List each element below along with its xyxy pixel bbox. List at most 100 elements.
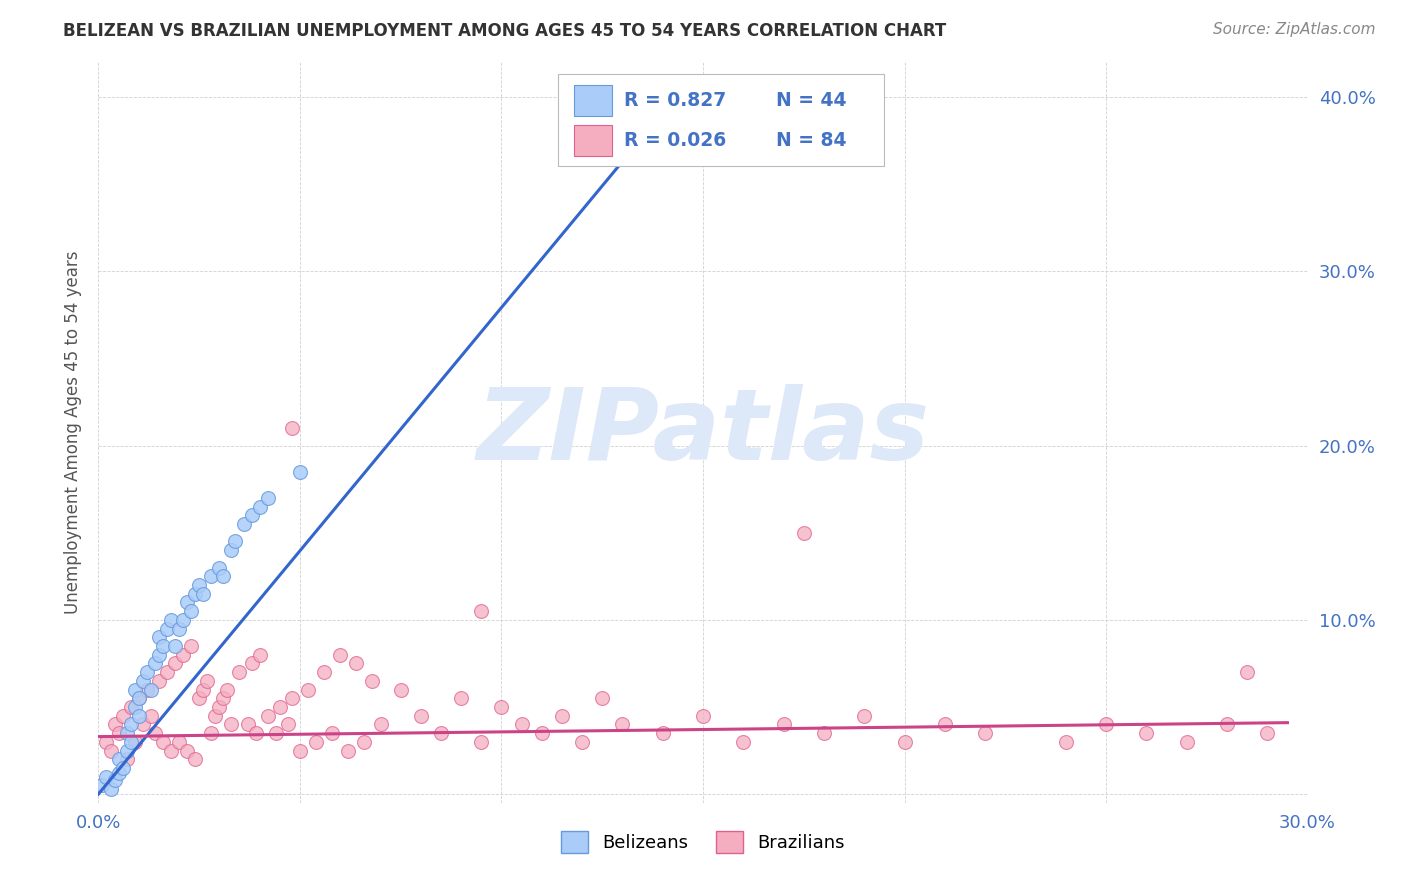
- Point: [793, 525, 815, 540]
- Text: N = 44: N = 44: [776, 91, 846, 110]
- Point: [148, 673, 170, 688]
- Point: [120, 717, 142, 731]
- Point: [115, 752, 138, 766]
- Text: R = 0.026: R = 0.026: [624, 131, 727, 150]
- FancyBboxPatch shape: [574, 85, 613, 116]
- Point: [167, 622, 190, 636]
- Point: [120, 700, 142, 714]
- Point: [337, 743, 360, 757]
- Point: [430, 726, 453, 740]
- Point: [193, 682, 215, 697]
- FancyBboxPatch shape: [558, 73, 884, 166]
- Point: [305, 735, 328, 749]
- Point: [176, 595, 198, 609]
- Point: [353, 735, 375, 749]
- Point: [470, 735, 492, 749]
- Point: [115, 726, 138, 740]
- Point: [1175, 735, 1198, 749]
- Point: [228, 665, 250, 680]
- Point: [470, 604, 492, 618]
- Point: [111, 761, 134, 775]
- Point: [128, 691, 150, 706]
- Point: [221, 717, 243, 731]
- Point: [389, 682, 412, 697]
- Point: [321, 726, 343, 740]
- Point: [281, 421, 304, 435]
- Point: [240, 657, 263, 671]
- Point: [217, 682, 239, 697]
- Point: [612, 134, 634, 148]
- Point: [135, 665, 157, 680]
- Point: [329, 648, 352, 662]
- Point: [152, 639, 174, 653]
- Point: [591, 691, 613, 706]
- Point: [1054, 735, 1077, 749]
- Text: ZIPatlas: ZIPatlas: [477, 384, 929, 481]
- Point: [188, 691, 211, 706]
- Text: Source: ZipAtlas.com: Source: ZipAtlas.com: [1212, 22, 1375, 37]
- Point: [107, 766, 129, 780]
- Point: [256, 491, 278, 505]
- FancyBboxPatch shape: [574, 125, 613, 155]
- Point: [163, 639, 186, 653]
- Point: [124, 735, 146, 749]
- Point: [152, 735, 174, 749]
- Point: [450, 691, 472, 706]
- Point: [256, 708, 278, 723]
- Point: [208, 560, 231, 574]
- Point: [103, 717, 125, 731]
- Point: [139, 708, 162, 723]
- Point: [491, 700, 513, 714]
- Point: [100, 743, 122, 757]
- Point: [148, 630, 170, 644]
- Point: [297, 682, 319, 697]
- Point: [934, 717, 956, 731]
- Point: [510, 717, 533, 731]
- Point: [96, 735, 118, 749]
- Point: [893, 735, 915, 749]
- Point: [167, 735, 190, 749]
- Point: [240, 508, 263, 523]
- Y-axis label: Unemployment Among Ages 45 to 54 years: Unemployment Among Ages 45 to 54 years: [63, 251, 82, 615]
- Point: [156, 622, 179, 636]
- Point: [853, 708, 876, 723]
- Point: [269, 700, 291, 714]
- Point: [212, 569, 235, 583]
- Point: [1135, 726, 1157, 740]
- Legend: Belizeans, Brazilians: Belizeans, Brazilians: [554, 824, 852, 861]
- Point: [128, 691, 150, 706]
- Point: [813, 726, 835, 740]
- Point: [221, 543, 243, 558]
- Point: [200, 569, 222, 583]
- Point: [193, 587, 215, 601]
- Point: [200, 726, 222, 740]
- Point: [1216, 717, 1239, 731]
- Point: [212, 691, 235, 706]
- Point: [172, 613, 194, 627]
- Point: [772, 717, 794, 731]
- Point: [124, 700, 146, 714]
- Point: [139, 682, 162, 697]
- Point: [236, 717, 259, 731]
- Point: [91, 778, 114, 792]
- Point: [148, 648, 170, 662]
- Point: [172, 648, 194, 662]
- Point: [204, 708, 226, 723]
- Point: [184, 752, 207, 766]
- Point: [115, 743, 138, 757]
- Point: [409, 708, 432, 723]
- Point: [180, 604, 202, 618]
- Point: [160, 743, 183, 757]
- Point: [288, 743, 311, 757]
- Point: [132, 717, 155, 731]
- Point: [530, 726, 553, 740]
- Point: [232, 517, 254, 532]
- Point: [277, 717, 299, 731]
- Point: [132, 673, 155, 688]
- Point: [571, 735, 593, 749]
- Point: [111, 708, 134, 723]
- Point: [103, 773, 125, 788]
- Point: [128, 708, 150, 723]
- Point: [249, 500, 271, 514]
- Point: [180, 639, 202, 653]
